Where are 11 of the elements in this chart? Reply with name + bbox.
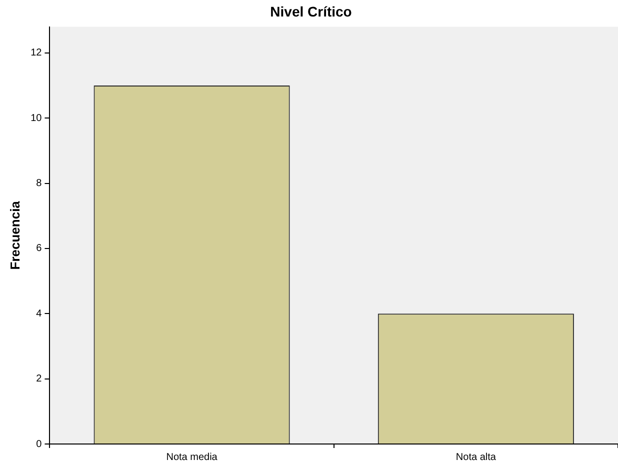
y-tick-label: 12 (30, 48, 42, 59)
y-tick-label: 2 (36, 374, 42, 385)
y-tick-label: 4 (36, 308, 42, 320)
y-axis-title: Frecuencia (7, 200, 22, 270)
x-tick-label: Nota alta (456, 452, 496, 463)
y-tick-label: 10 (30, 112, 42, 124)
y-tick-label: 8 (36, 178, 42, 189)
x-tick-label: Nota media (166, 452, 218, 463)
y-tick-label: 0 (36, 438, 42, 450)
chart-title: Nivel Crítico (270, 3, 352, 20)
y-tick-label: 6 (36, 243, 42, 254)
